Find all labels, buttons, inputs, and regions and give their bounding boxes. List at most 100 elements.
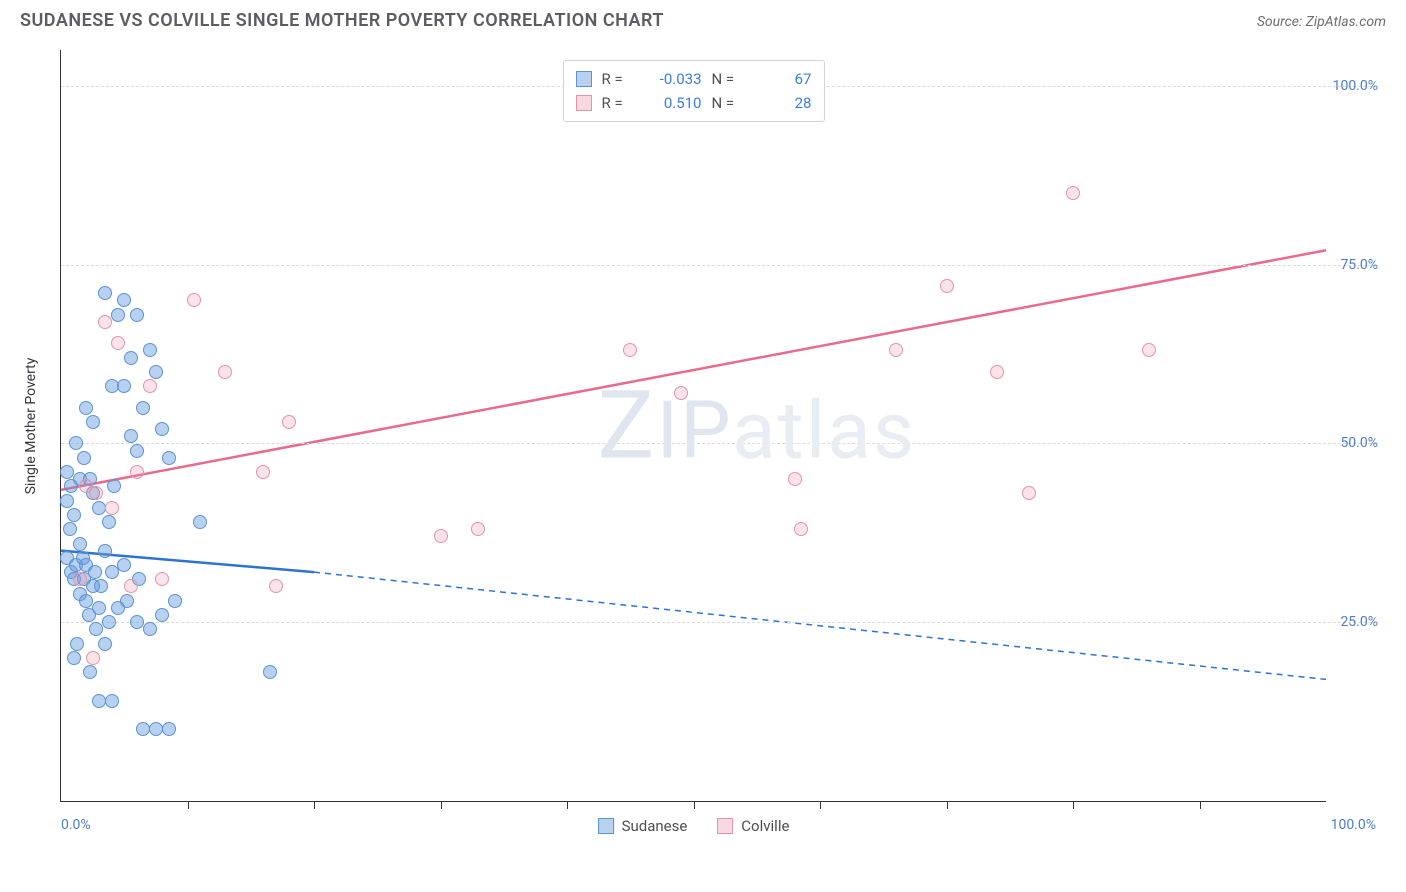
data-point	[889, 343, 903, 357]
data-point	[79, 594, 93, 608]
data-point	[1066, 186, 1080, 200]
data-point	[155, 608, 169, 622]
stat-r-value: -0.033	[640, 67, 702, 91]
legend-item: Sudanese	[598, 817, 688, 835]
gridline	[61, 622, 1376, 623]
stat-n-label: N =	[712, 67, 740, 91]
data-point	[105, 565, 119, 579]
data-point	[256, 465, 270, 479]
data-point	[168, 594, 182, 608]
data-point	[86, 651, 100, 665]
x-tick	[567, 801, 568, 809]
data-point	[155, 572, 169, 586]
legend-stats-row: R = -0.033 N = 67	[576, 67, 812, 91]
stat-r-label: R =	[602, 91, 630, 115]
data-point	[107, 479, 121, 493]
x-tick	[1200, 801, 1201, 809]
data-point	[269, 579, 283, 593]
chart-title: SUDANESE VS COLVILLE SINGLE MOTHER POVER…	[20, 10, 664, 31]
data-point	[79, 401, 93, 415]
data-point	[117, 558, 131, 572]
legend-item: Colville	[717, 817, 789, 835]
data-point	[86, 415, 100, 429]
legend-swatch	[717, 818, 733, 834]
data-point	[70, 637, 84, 651]
data-point	[92, 694, 106, 708]
data-point	[471, 522, 485, 536]
gridline	[61, 265, 1376, 266]
source-attribution: Source: ZipAtlas.com	[1257, 14, 1386, 30]
data-point	[67, 508, 81, 522]
y-axis-title: Single Mother Poverty	[23, 357, 39, 494]
x-tick	[694, 801, 695, 809]
data-point	[98, 637, 112, 651]
data-point	[102, 615, 116, 629]
x-tick	[314, 801, 315, 809]
x-tick	[441, 801, 442, 809]
data-point	[88, 565, 102, 579]
data-point	[143, 379, 157, 393]
data-point	[136, 401, 150, 415]
data-point	[1142, 343, 1156, 357]
trend-line-dashed	[314, 572, 1326, 679]
data-point	[218, 365, 232, 379]
legend-swatch	[576, 95, 592, 111]
trend-line-solid	[61, 250, 1326, 490]
x-tick	[188, 801, 189, 809]
y-tick-label: 100.0%	[1333, 78, 1378, 94]
x-axis-max-label: 100.0%	[1331, 817, 1376, 833]
stat-n-value: 67	[750, 67, 812, 91]
data-point	[187, 293, 201, 307]
legend-stats-box: R = -0.033 N = 67 R = 0.510 N = 28	[563, 60, 825, 122]
x-tick	[947, 801, 948, 809]
data-point	[77, 451, 91, 465]
data-point	[130, 308, 144, 322]
data-point	[73, 537, 87, 551]
x-tick	[1073, 801, 1074, 809]
data-point	[1022, 486, 1036, 500]
data-point	[124, 579, 138, 593]
trend-lines-layer	[61, 50, 1326, 801]
stat-n-label: N =	[712, 91, 740, 115]
data-point	[990, 365, 1004, 379]
data-point	[623, 343, 637, 357]
data-point	[105, 694, 119, 708]
data-point	[98, 544, 112, 558]
legend-label: Sudanese	[622, 817, 688, 835]
data-point	[83, 665, 97, 679]
y-tick-label: 75.0%	[1340, 257, 1378, 273]
x-tick	[820, 801, 821, 809]
data-point	[794, 522, 808, 536]
data-point	[130, 465, 144, 479]
chart-container: ZIPatlas Single Mother Poverty 0.0% 100.…	[20, 40, 1386, 862]
data-point	[117, 379, 131, 393]
data-point	[63, 522, 77, 536]
data-point	[124, 351, 138, 365]
data-point	[117, 293, 131, 307]
data-point	[674, 386, 688, 400]
data-point	[149, 365, 163, 379]
data-point	[155, 422, 169, 436]
data-point	[193, 515, 207, 529]
data-point	[94, 579, 108, 593]
gridline	[61, 443, 1376, 444]
legend-swatch	[598, 818, 614, 834]
legend-series: Sudanese Colville	[598, 817, 790, 835]
legend-swatch	[576, 71, 592, 87]
data-point	[105, 501, 119, 515]
data-point	[89, 486, 103, 500]
x-axis-min-label: 0.0%	[61, 817, 91, 833]
data-point	[69, 436, 83, 450]
data-point	[73, 572, 87, 586]
data-point	[162, 722, 176, 736]
data-point	[788, 472, 802, 486]
data-point	[263, 665, 277, 679]
data-point	[98, 286, 112, 300]
data-point	[98, 315, 112, 329]
stat-r-label: R =	[602, 67, 630, 91]
y-tick-label: 25.0%	[1340, 614, 1378, 630]
data-point	[92, 601, 106, 615]
stat-r-value: 0.510	[640, 91, 702, 115]
data-point	[76, 551, 90, 565]
stat-n-value: 28	[750, 91, 812, 115]
